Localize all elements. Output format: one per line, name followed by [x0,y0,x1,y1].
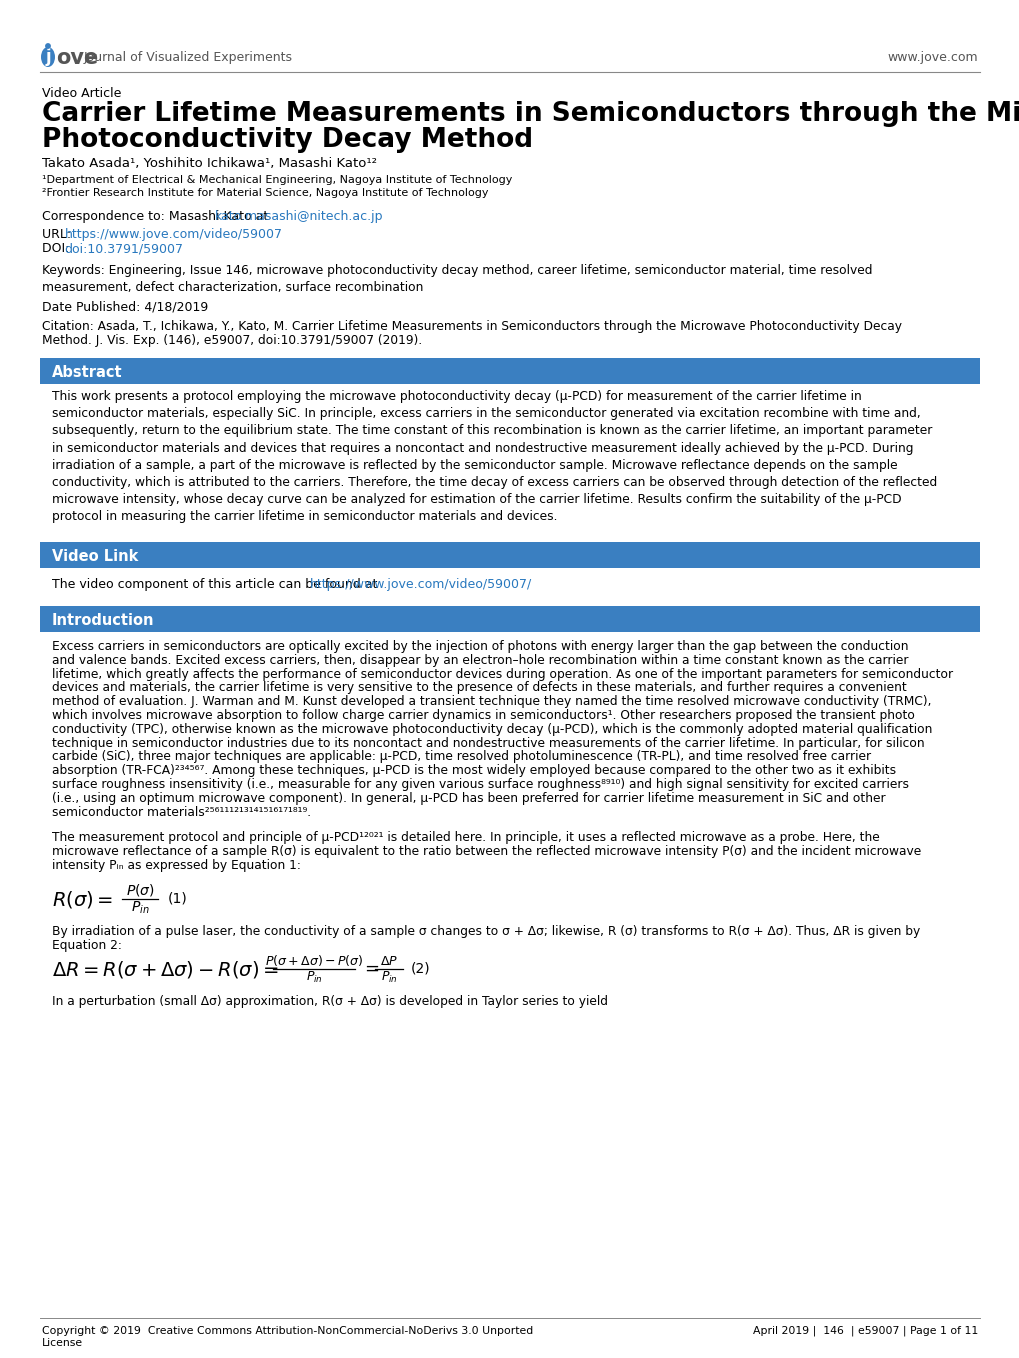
Text: Copyright © 2019  Creative Commons Attribution-NonCommercial-NoDerivs 3.0 Unport: Copyright © 2019 Creative Commons Attrib… [42,1325,533,1336]
Text: Abstract: Abstract [52,365,122,380]
Text: which involves microwave absorption to follow charge carrier dynamics in semicon: which involves microwave absorption to f… [52,709,914,722]
Text: $\Delta P$: $\Delta P$ [380,955,397,968]
Text: carbide (SiC), three major techniques are applicable: μ-PCD, time resolved photo: carbide (SiC), three major techniques ar… [52,751,870,763]
Circle shape [46,43,50,48]
Ellipse shape [41,48,55,67]
Text: Date Published: 4/18/2019: Date Published: 4/18/2019 [42,300,208,312]
Text: Citation: Asada, T., Ichikawa, Y., Kato, M. Carrier Lifetime Measurements in Sem: Citation: Asada, T., Ichikawa, Y., Kato,… [42,320,901,333]
Text: $P_{in}$: $P_{in}$ [130,900,149,917]
Text: By irradiation of a pulse laser, the conductivity of a sample σ changes to σ + Δ: By irradiation of a pulse laser, the con… [52,925,919,938]
Text: Video Article: Video Article [42,87,121,100]
Text: This work presents a protocol employing the microwave photoconductivity decay (μ: This work presents a protocol employing … [52,390,936,523]
Text: www.jove.com: www.jove.com [887,52,977,64]
Text: Method. J. Vis. Exp. (146), e59007, doi:10.3791/59007 (2019).: Method. J. Vis. Exp. (146), e59007, doi:… [42,334,422,348]
Text: ove: ove [56,48,98,68]
Text: https://www.jove.com/video/59007: https://www.jove.com/video/59007 [65,228,282,240]
Text: $\Delta R = R(\sigma + \Delta\sigma) - R(\sigma) =$: $\Delta R = R(\sigma + \Delta\sigma) - R… [52,959,278,979]
Text: Photoconductivity Decay Method: Photoconductivity Decay Method [42,128,533,153]
Bar [40,359,979,384]
Text: DOI:: DOI: [42,242,73,255]
Text: Correspondence to: Masashi Kato at: Correspondence to: Masashi Kato at [42,210,272,223]
Text: microwave reflectance of a sample R(σ) is equivalent to the ratio between the re: microwave reflectance of a sample R(σ) i… [52,845,920,858]
Text: Takato Asada¹, Yoshihito Ichikawa¹, Masashi Kato¹²: Takato Asada¹, Yoshihito Ichikawa¹, Masa… [42,158,377,170]
Text: surface roughness insensitivity (i.e., measurable for any given various surface : surface roughness insensitivity (i.e., m… [52,778,908,790]
Text: ¹Department of Electrical & Mechanical Engineering, Nagoya Institute of Technolo: ¹Department of Electrical & Mechanical E… [42,175,512,185]
Text: (1): (1) [168,892,187,906]
Text: The measurement protocol and principle of μ-PCD¹²⁰²¹ is detailed here. In princi: The measurement protocol and principle o… [52,831,879,845]
Text: Introduction: Introduction [52,612,154,627]
Text: conductivity (TPC), otherwise known as the microwave photoconductivity decay (μ-: conductivity (TPC), otherwise known as t… [52,722,931,736]
Text: URL:: URL: [42,228,75,240]
Text: j: j [45,48,51,67]
Text: ²Frontier Research Institute for Material Science, Nagoya Institute of Technolog: ²Frontier Research Institute for Materia… [42,187,488,198]
Text: Journal of Visualized Experiments: Journal of Visualized Experiments [84,52,292,64]
Text: In a perturbation (small Δσ) approximation, R(σ + Δσ) is developed in Taylor ser: In a perturbation (small Δσ) approximati… [52,994,607,1008]
Text: method of evaluation. J. Warman and M. Kunst developed a transient technique the: method of evaluation. J. Warman and M. K… [52,695,930,709]
Text: lifetime, which greatly affects the performance of semiconductor devices during : lifetime, which greatly affects the perf… [52,668,952,680]
Text: $P_{in}$: $P_{in}$ [306,970,322,985]
Text: The video component of this article can be found at: The video component of this article can … [52,579,381,591]
Text: (2): (2) [411,961,430,975]
Bar [40,542,979,568]
Text: https://www.jove.com/video/59007/: https://www.jove.com/video/59007/ [309,579,531,591]
Text: devices and materials, the carrier lifetime is very sensitive to the presence of: devices and materials, the carrier lifet… [52,682,906,694]
Text: Keywords: Engineering, Issue 146, microwave photoconductivity decay method, care: Keywords: Engineering, Issue 146, microw… [42,263,871,293]
Text: $P(\sigma+\Delta\sigma)-P(\sigma)$: $P(\sigma+\Delta\sigma)-P(\sigma)$ [265,952,363,968]
Text: intensity Pᵢₙ as expressed by Equation 1:: intensity Pᵢₙ as expressed by Equation 1… [52,860,301,872]
Text: $R(\sigma) =$: $R(\sigma) =$ [52,888,113,910]
Text: (i.e., using an optimum microwave component). In general, μ-PCD has been preferr: (i.e., using an optimum microwave compon… [52,792,884,805]
Text: Excess carriers in semiconductors are optically excited by the injection of phot: Excess carriers in semiconductors are op… [52,640,908,653]
Text: Video Link: Video Link [52,549,139,564]
Text: April 2019 |  146  | e59007 | Page 1 of 11: April 2019 | 146 | e59007 | Page 1 of 11 [752,1325,977,1336]
Text: technique in semiconductor industries due to its noncontact and nondestructive m: technique in semiconductor industries du… [52,736,923,750]
Text: absorption (TR-FCA)²³⁴⁵⁶⁷. Among these techniques, μ-PCD is the most widely empl: absorption (TR-FCA)²³⁴⁵⁶⁷. Among these t… [52,765,896,777]
Text: $P_{in}$: $P_{in}$ [380,970,397,985]
Text: Equation 2:: Equation 2: [52,938,121,952]
Bar [40,606,979,631]
Text: doi:10.3791/59007: doi:10.3791/59007 [64,242,182,255]
Text: =: = [364,960,379,978]
Text: License: License [42,1338,83,1348]
Text: $P(\sigma)$: $P(\sigma)$ [125,881,154,898]
Text: kato.masashi@nitech.ac.jp: kato.masashi@nitech.ac.jp [215,210,383,223]
Text: Carrier Lifetime Measurements in Semiconductors through the Microwave: Carrier Lifetime Measurements in Semicon… [42,100,1019,128]
Text: semiconductor materials²⁵⁶¹¹¹²¹³¹⁴¹⁵¹⁶¹⁷¹⁸¹⁹.: semiconductor materials²⁵⁶¹¹¹²¹³¹⁴¹⁵¹⁶¹⁷… [52,805,311,819]
Text: and valence bands. Excited excess carriers, then, disappear by an electron–hole : and valence bands. Excited excess carrie… [52,653,908,667]
